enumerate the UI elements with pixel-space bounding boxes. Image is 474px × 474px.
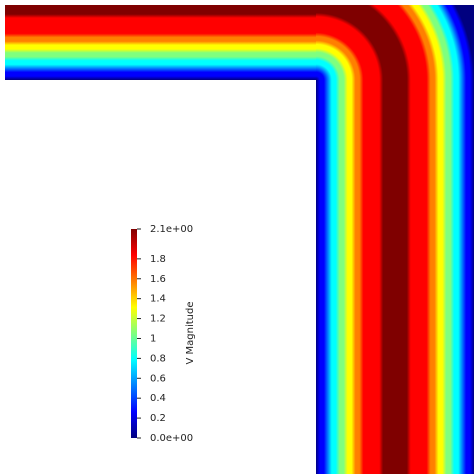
tick-label: 1 — [150, 333, 156, 344]
tick-label: 0.8 — [150, 353, 166, 364]
colorbar-title: V Magnitude — [185, 302, 196, 365]
corner-region — [316, 5, 474, 80]
tick-label: 0.4 — [150, 393, 166, 404]
colorbar — [131, 229, 137, 438]
tick-label: 0.2 — [150, 413, 166, 424]
tick-label: 2.1e+00 — [150, 224, 193, 235]
tick-label: 0.0e+00 — [150, 433, 193, 444]
tick-label: 1.2 — [150, 314, 166, 325]
tick-label: 1.6 — [150, 274, 166, 285]
flow-field — [5, 5, 474, 474]
vertical-channel — [316, 79, 474, 474]
horizontal-channel — [5, 5, 317, 80]
tick-label: 0.6 — [150, 373, 166, 384]
tick-label: 1.4 — [150, 294, 166, 305]
tick-label: 1.8 — [150, 254, 166, 265]
